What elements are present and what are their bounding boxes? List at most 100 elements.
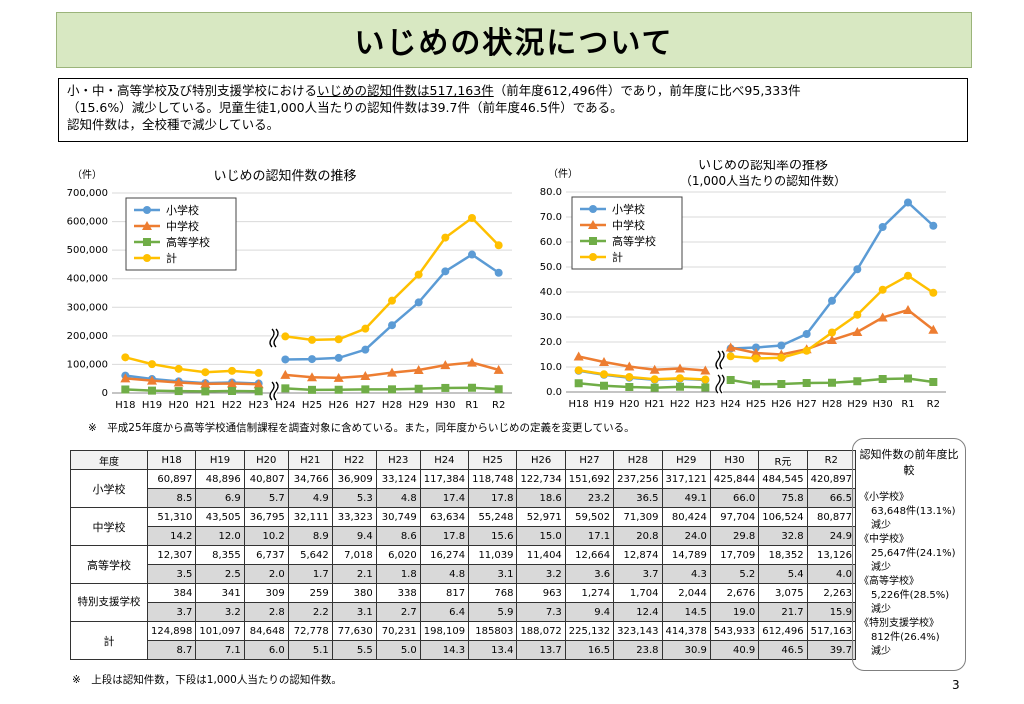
table-cell-rate: 15.6	[468, 526, 518, 546]
axis-break-icon	[715, 350, 721, 370]
table-cell-rate: 6.9	[195, 488, 245, 508]
table-cell-rate: 15.0	[516, 526, 566, 546]
x-tick-label: R1	[901, 399, 914, 410]
axis-break-icon	[719, 350, 725, 370]
data-point	[441, 233, 450, 242]
x-tick-label: H27	[355, 400, 375, 411]
legend-marker	[143, 206, 151, 214]
table-cell-rate: 3.2	[195, 602, 245, 622]
x-tick-label: H27	[797, 399, 817, 410]
axis-break-mask	[717, 351, 723, 369]
y-tick-label: 700,000	[67, 188, 108, 199]
legend-label: 中学校	[612, 218, 645, 232]
data-point	[494, 268, 503, 277]
data-point	[281, 384, 290, 393]
legend-label: 高等学校	[166, 235, 210, 249]
table-header-year: R2	[806, 450, 856, 470]
table-cell-count: 1,704	[613, 583, 663, 603]
table-cell-rate: 40.9	[709, 640, 760, 660]
table-row: 特別支援学校 384 341 309 259 380 338 817 768 963 1,274 1,…	[70, 583, 856, 622]
table-cell-count: 380	[331, 583, 377, 603]
x-tick-label: H30	[873, 399, 893, 410]
table-cell-count: 768	[468, 583, 518, 603]
table-cell-rate: 3.7	[613, 564, 663, 584]
data-point	[468, 214, 476, 223]
summary-line1-post: （前年度612,496件）であり，前年度に比べ95,333件	[493, 83, 801, 98]
data-point	[388, 321, 396, 330]
table-cell-count: 63,634	[419, 507, 470, 527]
data-point	[600, 381, 608, 390]
table-cell-count: 60,897	[146, 469, 197, 489]
table-cell-rate: 4.0	[806, 564, 856, 584]
table-cell-rate: 5.0	[375, 640, 421, 660]
data-point	[388, 385, 396, 394]
table-cell-count: 12,664	[564, 545, 615, 565]
data-point	[173, 377, 184, 387]
data-point	[467, 357, 477, 367]
y-tick-label: 30.0	[540, 312, 562, 323]
table-row-label: 計	[70, 621, 148, 660]
table-cell-rate: 1.7	[287, 564, 333, 584]
table-cell-rate: 20.8	[613, 526, 663, 546]
data-point	[281, 332, 290, 341]
x-tick-label: H20	[619, 399, 639, 410]
data-point	[174, 364, 183, 373]
data-point	[752, 354, 760, 363]
data-point	[929, 221, 938, 230]
table-header-year: H24	[419, 450, 470, 470]
legend-label: 計	[166, 251, 177, 265]
data-point	[414, 384, 423, 393]
data-point	[725, 342, 736, 352]
table-cell-rate: 24.0	[661, 526, 711, 546]
table-cell-rate: 14.2	[146, 526, 197, 546]
table-cell-count: 259	[287, 583, 333, 603]
data-point	[904, 374, 912, 383]
data-point	[334, 385, 343, 394]
data-point	[853, 265, 862, 274]
chart-subtitle: （1,000人当たりの認知件数）	[680, 173, 846, 188]
table-cell-count: 2,676	[709, 583, 760, 603]
x-tick-label: H26	[771, 399, 791, 410]
table-row: 高等学校 12,307 8,355 6,737 5,642 7,018 6,020 16,27…	[70, 545, 856, 584]
table-cell-count: 18,352	[758, 545, 808, 565]
data-point	[494, 385, 503, 394]
data-point	[878, 223, 887, 231]
note-table: ※ 上段は認知件数，下段は1,000人当たりの認知件数。	[72, 674, 342, 686]
table-cell-count: 317,121	[661, 469, 711, 489]
table-cell-rate: 15.9	[806, 602, 856, 622]
table-cell-count: 77,630	[331, 621, 377, 641]
y-tick-label: 300,000	[67, 302, 108, 313]
table-cell-rate: 3.2	[516, 564, 566, 584]
table-cell-rate: 66.5	[806, 488, 856, 508]
data-point	[726, 352, 735, 361]
x-tick-label: H22	[670, 399, 690, 410]
y-tick-label: 0.0	[546, 387, 562, 398]
table-header-year: H29	[661, 450, 711, 470]
table-cell-count: 33,323	[331, 507, 377, 527]
table-header-year: H21	[287, 450, 333, 470]
legend-marker	[588, 220, 598, 229]
y-tick-label: 500,000	[67, 245, 108, 256]
table-cell-count: 52,971	[516, 507, 566, 527]
table-cell-count: 84,648	[243, 621, 289, 641]
data-point	[650, 383, 659, 392]
table-cell-count: 12,874	[613, 545, 663, 565]
table-cell-rate: 46.5	[758, 640, 808, 660]
x-tick-label: H18	[569, 399, 589, 410]
table-cell-count: 72,778	[287, 621, 333, 641]
comparison-item-label: 《小学校》	[859, 492, 909, 503]
data-point	[120, 373, 131, 383]
x-tick-label: H28	[382, 400, 402, 411]
table-cell-rate: 16.5	[564, 640, 615, 660]
table-cell-rate: 23.8	[613, 640, 663, 660]
table-row: 計 124,898 101,097 84,648 72,778 77,630 70,231 1…	[70, 621, 856, 660]
table-cell-count: 612,496	[758, 621, 808, 641]
table-cell-count: 225,132	[564, 621, 615, 641]
table-cell-count: 5,642	[287, 545, 333, 565]
data-point	[802, 330, 811, 338]
table-cell-count: 185803	[468, 621, 518, 641]
x-tick-label: H29	[409, 400, 429, 411]
table-row: 3.7 3.2 2.8 2.2 3.1 2.7 6.4 5.9 7.3 9.4 12.4 14.5 19…	[71, 602, 856, 622]
x-tick-label: H25	[302, 400, 322, 411]
table-cell-rate: 9.4	[564, 602, 615, 622]
